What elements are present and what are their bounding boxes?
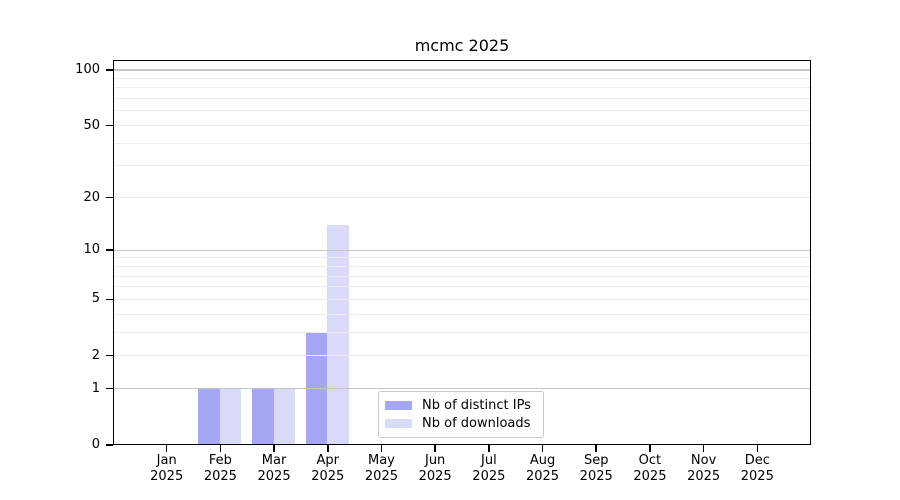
x-tick-label-line: Sep xyxy=(583,453,609,468)
bar-downloads xyxy=(273,388,296,445)
minor-gridline xyxy=(114,197,810,199)
x-tick-label-line: 2025 xyxy=(472,469,506,484)
y-tick-mark xyxy=(106,444,113,446)
x-tick-label-line: Nov xyxy=(690,453,717,468)
minor-gridline xyxy=(114,98,810,100)
x-tick-label-line: 2025 xyxy=(203,469,237,484)
x-tick-label-line: Jul xyxy=(481,453,497,468)
y-tick-mark xyxy=(106,387,113,390)
x-tick-label-line: Jun xyxy=(424,453,446,468)
x-tick-label-line: 2025 xyxy=(633,469,667,484)
y-tick-mark xyxy=(106,196,113,199)
x-tick-label: Aug 2025 xyxy=(511,453,575,485)
legend-item: Nb of downloads xyxy=(385,416,531,431)
x-tick-label: Feb 2025 xyxy=(188,453,252,485)
y-tick-label: 5 xyxy=(91,291,100,307)
minor-gridline xyxy=(114,265,810,267)
x-tick-label-line: Dec xyxy=(744,453,770,468)
bar-downloads xyxy=(219,388,242,445)
x-tick-label-line: 2025 xyxy=(150,469,184,484)
x-tick-label-line: Apr xyxy=(316,453,340,468)
bar-distinct-ips xyxy=(252,388,274,445)
x-tick-mark xyxy=(595,445,597,452)
minor-gridline xyxy=(114,313,810,315)
minor-gridline xyxy=(114,286,810,288)
x-tick-label: Apr 2025 xyxy=(296,453,360,485)
x-tick-mark xyxy=(219,445,222,452)
bar-distinct-ips xyxy=(198,388,220,445)
x-tick-mark xyxy=(541,445,544,452)
minor-gridline xyxy=(114,125,810,127)
bar-downloads xyxy=(327,224,349,445)
chart-title: mcmc 2025 xyxy=(414,36,510,55)
x-tick-label-line: 2025 xyxy=(579,469,613,484)
minor-gridline xyxy=(114,331,810,333)
y-tick-mark xyxy=(106,298,113,301)
legend-swatch-icon xyxy=(385,401,412,410)
y-tick-mark xyxy=(106,249,113,251)
minor-gridline xyxy=(114,87,810,89)
legend-label: Nb of downloads xyxy=(422,416,531,431)
major-gridline xyxy=(114,69,810,71)
x-tick-label: Jul 2025 xyxy=(457,453,521,485)
x-tick-mark xyxy=(756,445,759,452)
x-tick-label-line: 2025 xyxy=(364,469,398,484)
x-tick-label-line: 2025 xyxy=(418,469,452,484)
x-tick-mark xyxy=(488,445,490,452)
x-tick-label: Jan 2025 xyxy=(135,453,199,485)
x-tick-label: May 2025 xyxy=(349,453,413,485)
x-tick-label: Jun 2025 xyxy=(403,453,467,485)
legend: Nb of distinct IPs Nb of downloads xyxy=(378,391,544,438)
minor-gridline xyxy=(114,142,810,144)
x-tick-label: Nov 2025 xyxy=(672,453,736,485)
y-tick-mark xyxy=(106,124,113,127)
minor-gridline xyxy=(114,298,810,300)
x-tick-label-line: Mar xyxy=(261,453,287,468)
x-tick-label-line: Oct xyxy=(638,453,662,468)
y-tick-label: 1 xyxy=(91,380,100,396)
y-tick-label: 50 xyxy=(83,117,100,133)
legend-item: Nb of distinct IPs xyxy=(385,398,531,413)
x-tick-mark xyxy=(434,445,436,452)
minor-gridline xyxy=(114,355,810,357)
x-tick-label: Oct 2025 xyxy=(618,453,682,485)
x-tick-label: Sep 2025 xyxy=(564,453,628,485)
x-tick-label-line: Feb xyxy=(208,453,232,468)
x-tick-label-line: May xyxy=(368,453,395,468)
x-tick-label-line: Aug xyxy=(529,453,556,468)
x-tick-label-line: Jan xyxy=(156,453,177,468)
y-tick-mark xyxy=(106,69,113,71)
x-tick-mark xyxy=(380,445,383,452)
x-tick-mark xyxy=(165,445,168,452)
x-tick-label: Mar 2025 xyxy=(242,453,306,485)
x-tick-label-line: 2025 xyxy=(687,469,721,484)
x-tick-mark xyxy=(273,445,275,452)
minor-gridline xyxy=(114,165,810,167)
y-tick-label: 20 xyxy=(83,189,100,205)
x-tick-mark xyxy=(649,445,651,452)
legend-swatch-icon xyxy=(385,419,412,428)
major-gridline xyxy=(114,249,810,251)
x-tick-label-line: 2025 xyxy=(525,469,560,484)
minor-gridline xyxy=(114,110,810,112)
x-tick-mark xyxy=(327,445,329,452)
major-gridline xyxy=(114,388,810,390)
y-tick-label: 100 xyxy=(75,62,100,77)
x-tick-label-line: 2025 xyxy=(257,469,291,484)
minor-gridline xyxy=(114,77,810,79)
y-tick-mark xyxy=(106,354,113,357)
y-tick-label: 0 xyxy=(91,437,100,452)
x-tick-label-line: 2025 xyxy=(311,469,345,484)
x-tick-label: Dec 2025 xyxy=(725,453,789,485)
x-tick-mark xyxy=(702,445,705,452)
minor-gridline xyxy=(114,275,810,277)
x-tick-label-line: 2025 xyxy=(740,469,774,484)
y-tick-label: 2 xyxy=(91,347,100,363)
y-tick-label: 10 xyxy=(83,242,100,258)
legend-label: Nb of distinct IPs xyxy=(422,398,531,413)
minor-gridline xyxy=(114,257,810,259)
